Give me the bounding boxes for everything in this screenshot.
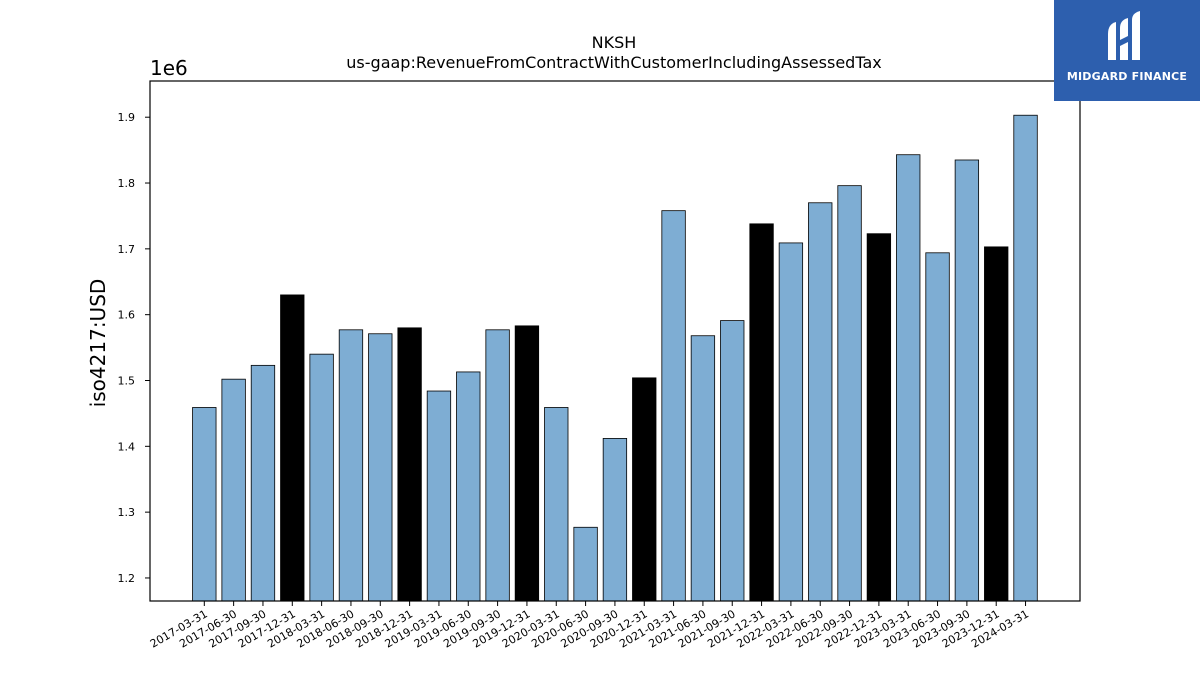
midgard-logo-icon — [1108, 11, 1140, 60]
bar-2017-09-30 — [250, 364, 276, 602]
y-tick-label: 1.9 — [118, 111, 136, 124]
bar-2020-12-31 — [632, 377, 657, 602]
chart-title: NKSH — [592, 33, 637, 52]
y-ticks-group: 1.2 1.3 1.4 1.5 1.6 1.7 1.8 1.9 — [118, 111, 150, 585]
bar-2019-03-31 — [426, 390, 452, 602]
bar-2017-06-30 — [221, 378, 246, 602]
y-tick-label: 1.3 — [118, 506, 136, 519]
bar-2018-06-30 — [338, 329, 364, 602]
bar-2023-12-31 — [984, 246, 1009, 602]
bar-2017-12-31 — [280, 294, 305, 602]
y-tick-label: 1.5 — [118, 374, 136, 387]
chart-subtitle: us-gaap:RevenueFromContractWithCustomerI… — [346, 53, 881, 72]
y-tick-label: 1.4 — [118, 440, 136, 453]
bar-2018-09-30 — [368, 333, 393, 602]
y-tick-label: 1.8 — [118, 177, 136, 190]
midgard-finance-logo: MIDGARD FINANCE — [1054, 0, 1200, 101]
bar-2022-03-31 — [778, 242, 804, 602]
bar-2020-06-30 — [573, 526, 598, 602]
bar-2023-09-30 — [954, 159, 980, 602]
bar-2022-12-31 — [866, 233, 892, 602]
bar-2022-06-30 — [808, 202, 833, 602]
y-tick-label: 1.6 — [118, 309, 136, 322]
y-axis-label: iso4217:USD — [86, 279, 110, 408]
bar-2023-03-31 — [896, 154, 921, 602]
plot-frame — [149, 80, 1081, 602]
y-axis-offset-label: 1e6 — [150, 56, 188, 80]
bar-2019-09-30 — [485, 329, 510, 602]
bar-2024-03-31 — [1013, 114, 1038, 602]
bar-2019-06-30 — [456, 371, 481, 602]
bar-2021-09-30 — [720, 320, 745, 602]
bar-2019-12-31 — [514, 325, 540, 602]
bar-2018-03-31 — [309, 353, 334, 602]
bars-group — [192, 114, 1038, 602]
logo-text: MIDGARD FINANCE — [1066, 70, 1188, 83]
bar-2018-12-31 — [397, 327, 422, 602]
bar-2021-06-30 — [690, 335, 716, 602]
bar-2022-09-30 — [837, 185, 862, 602]
bar-2023-06-30 — [925, 252, 950, 602]
x-ticks-group: 2017-03-312017-06-302017-09-302017-12-31… — [148, 601, 1031, 651]
y-tick-label: 1.2 — [118, 572, 136, 585]
bar-2021-03-31 — [661, 210, 686, 602]
bar-2020-09-30 — [602, 438, 628, 602]
bar-2017-03-31 — [192, 407, 217, 602]
bar-2021-12-31 — [749, 223, 774, 602]
bar-2020-03-31 — [544, 407, 569, 602]
y-tick-label: 1.7 — [118, 243, 136, 256]
